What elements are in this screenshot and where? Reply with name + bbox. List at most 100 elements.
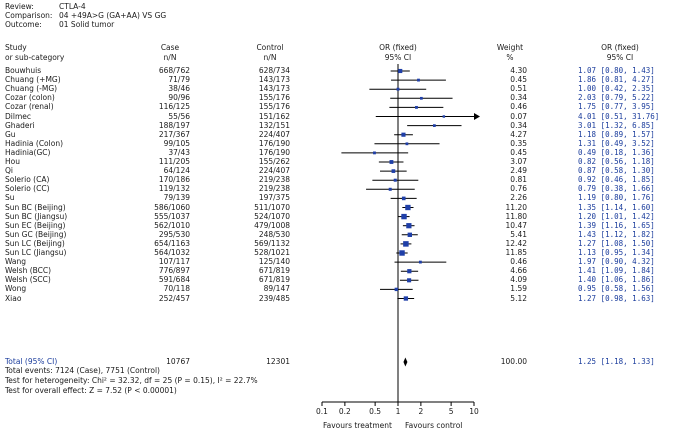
study-weight: 2.49 [510, 166, 527, 176]
study-or-ci: 1.40 [1.06, 1.86] [578, 275, 655, 285]
total-label: Total (95% CI) [5, 357, 58, 366]
effect-square [391, 169, 396, 173]
x-tick-label: 2 [418, 407, 423, 416]
col-orci-sub: 95% CI [606, 53, 634, 62]
study-or-ci: 0.92 [0.46, 1.85] [578, 175, 655, 185]
x-tick-label: 5 [449, 407, 454, 416]
study-control: 671/819 [258, 275, 290, 285]
study-or-ci: 4.01 [0.51, 31.76] [578, 111, 660, 121]
study-control: 143/173 [258, 75, 290, 85]
study-weight: 4.09 [510, 275, 527, 285]
study-weight: 12.42 [505, 238, 527, 248]
study-control: 155/176 [258, 93, 290, 103]
effect-square [398, 68, 403, 74]
col-or: OR (fixed) [379, 43, 417, 52]
study-case: 562/1010 [154, 220, 190, 230]
overall-effect-test: Test for overall effect: Z = 7.52 (P < 0… [5, 386, 177, 395]
study-control: 248/530 [258, 229, 290, 239]
x-tick-label: 0.1 [316, 407, 328, 416]
study-or-ci: 3.01 [1.32, 6.85] [578, 120, 655, 130]
study-name: Hadinia (Colon) [5, 138, 64, 148]
effect-square [432, 124, 436, 127]
col-weight-sub: % [506, 53, 514, 62]
total-control: 12301 [266, 357, 290, 366]
study-case: 295/530 [158, 229, 190, 239]
study-weight: 4.66 [510, 266, 527, 276]
study-control: 155/176 [258, 102, 290, 112]
total-case: 10767 [166, 357, 190, 366]
study-weight: 0.51 [510, 84, 527, 94]
study-weight: 0.34 [510, 120, 527, 130]
study-case: 70/118 [163, 284, 190, 294]
x-tick-label: 0.5 [369, 407, 381, 416]
outcome-value: 01 Solid tumor [59, 20, 115, 29]
study-or-ci: 1.13 [0.95, 1.34] [578, 248, 655, 257]
study-control: 524/1070 [254, 211, 290, 221]
study-case: 64/124 [163, 166, 190, 176]
study-control: 628/734 [258, 66, 290, 75]
study-case: 555/1037 [154, 211, 190, 221]
effect-square [403, 241, 409, 247]
study-control: 151/162 [258, 111, 290, 121]
study-name: Ghaderi [5, 120, 35, 130]
study-or-ci: 1.07 [0.80, 1.43] [578, 66, 655, 75]
study-or-ci: 0.79 [0.38, 1.66] [578, 184, 655, 194]
study-or-ci: 0.49 [0.18, 1.36] [578, 147, 655, 157]
study-weight: 0.34 [510, 93, 527, 103]
study-case: 776/897 [158, 266, 190, 276]
study-case: 79/139 [163, 193, 190, 203]
study-weight: 0.81 [510, 175, 527, 185]
study-weight: 0.46 [510, 257, 527, 267]
study-weight: 0.46 [510, 102, 527, 112]
col-study: Study [5, 43, 27, 52]
study-control: 479/1008 [254, 220, 290, 230]
study-case: 252/457 [158, 293, 190, 303]
effect-square [403, 296, 409, 301]
study-name: Bouwhuis [5, 66, 42, 75]
effect-square [388, 187, 392, 191]
effect-square [389, 160, 394, 164]
study-or-ci: 1.27 [1.08, 1.50] [578, 238, 655, 248]
study-control: 511/1070 [254, 202, 290, 212]
study-case: 71/79 [168, 75, 190, 85]
study-or-ci: 1.18 [0.89, 1.57] [578, 129, 655, 139]
study-name: Xiao [5, 293, 22, 303]
study-control: 143/173 [258, 84, 290, 94]
effect-square [394, 287, 398, 292]
study-case: 564/1032 [154, 248, 190, 257]
study-control: 224/407 [258, 166, 290, 176]
study-case: 654/1163 [154, 238, 190, 248]
study-control: 176/190 [258, 147, 290, 157]
study-name: Sun LC (Beijing) [5, 238, 65, 248]
x-tick-label: 10 [469, 407, 479, 416]
study-name: Dilmec [5, 111, 31, 121]
study-control: 219/238 [258, 175, 290, 185]
study-control: 132/151 [258, 120, 290, 130]
study-or-ci: 1.43 [1.12, 1.82] [578, 229, 655, 239]
review-label: Review: [5, 2, 34, 11]
study-control: 219/238 [258, 184, 290, 194]
study-case: 111/205 [158, 157, 190, 166]
study-name: Welsh (BCC) [5, 266, 52, 276]
study-weight: 1.59 [510, 284, 527, 294]
study-weight: 3.07 [510, 157, 527, 166]
effect-square [393, 178, 397, 182]
col-control-sub: n/N [263, 53, 277, 62]
effect-square [415, 105, 418, 109]
study-case: 591/684 [158, 275, 190, 285]
total-diamond [403, 357, 408, 367]
study-case: 188/197 [158, 120, 190, 130]
col-weight: Weight [496, 43, 524, 52]
x-tick-label: 1 [396, 407, 401, 416]
study-case: 99/105 [163, 138, 190, 148]
comparison-row: Comparison: 04 +49A>G (GA+AA) VS GG [5, 11, 166, 20]
study-weight: 5.12 [510, 293, 527, 303]
study-name: Sun BC (Jiangsu) [5, 211, 68, 221]
total-or-ci: 1.25 [1.18, 1.33] [578, 357, 655, 366]
effect-square [407, 278, 412, 283]
study-case: 55/56 [168, 111, 190, 121]
study-case: 116/125 [158, 102, 190, 112]
study-name: Su [5, 193, 15, 203]
study-control: 569/1132 [254, 238, 290, 248]
